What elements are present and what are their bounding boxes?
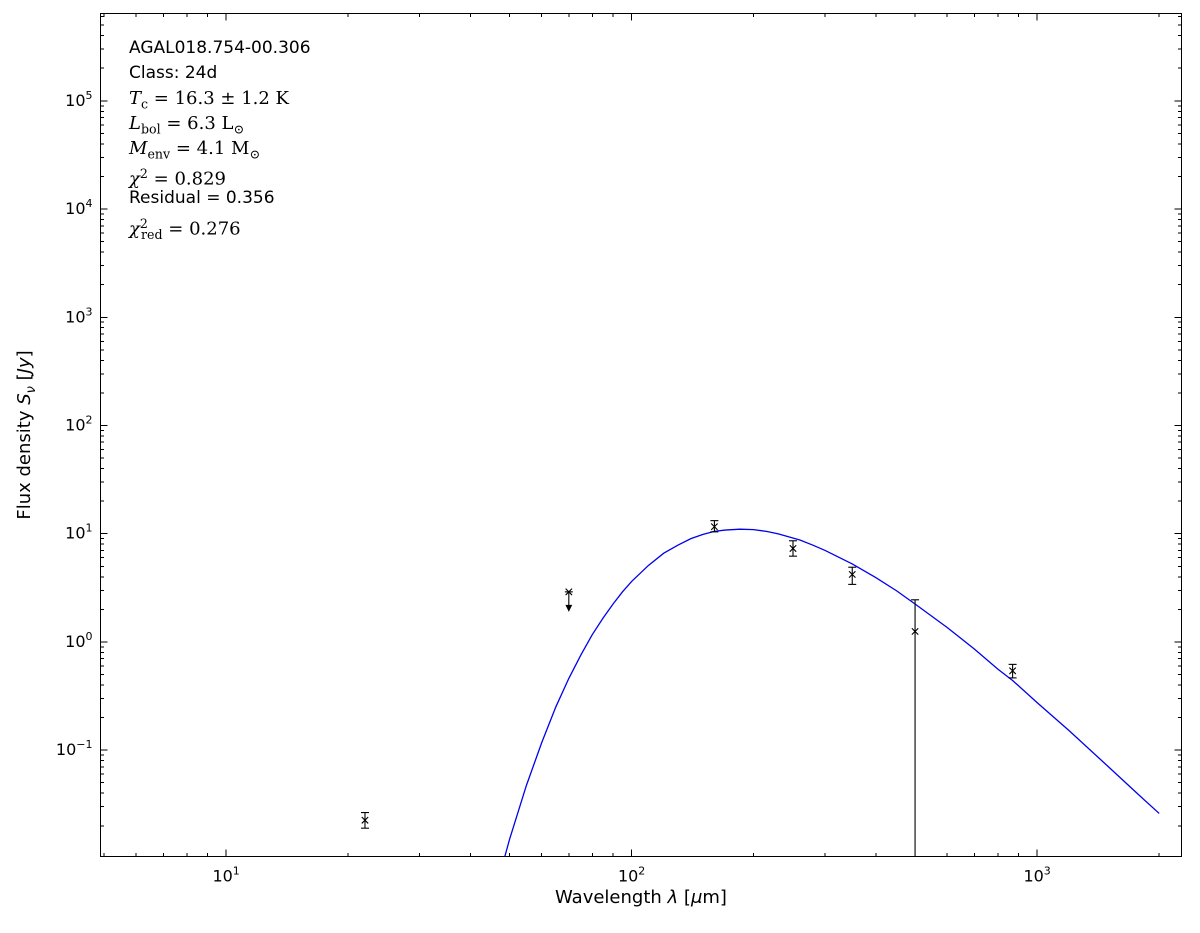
svg-text:104: 104 (65, 197, 92, 218)
chi-red-subscript: red (141, 226, 163, 242)
chi-squared-line: χ2 = 0.829 (129, 161, 311, 190)
svg-text:102: 102 (65, 413, 92, 434)
svg-text:10−1: 10−1 (56, 738, 93, 759)
envelope-mass-line: Menv = 4.1 M⊙ (129, 136, 311, 161)
axis-ticks (100, 13, 1182, 857)
chi-squared-reduced-line: χ2red = 0.276 (129, 211, 311, 242)
svg-text:101: 101 (65, 522, 92, 543)
mass-symbol: M (129, 138, 148, 159)
tick-labels: 101 102 103 10−1 100 101 102 103 104 105 (56, 89, 1051, 886)
chi-red-symbol: χ (129, 218, 140, 240)
x-axis-label: Wavelength λ [μm] (555, 887, 727, 908)
svg-text:103: 103 (1023, 865, 1050, 886)
source-name-text: AGAL018.754-00.306 (129, 38, 311, 58)
residual-text: Residual = 0.356 (129, 188, 275, 208)
data-point-250um (788, 540, 797, 557)
photometry-points (360, 520, 1017, 857)
temperature-symbol: T (129, 88, 142, 109)
fit-curve (504, 528, 1160, 857)
svg-text:101: 101 (212, 865, 239, 886)
residual-line: Residual = 0.356 (129, 186, 311, 211)
chi-red-value: = 0.276 (162, 218, 241, 240)
temperature-value: = 16.3 ± 1.2 K (148, 88, 290, 109)
dust-temperature-line: Tc = 16.3 ± 1.2 K (129, 86, 311, 111)
source-name: AGAL018.754-00.306 (129, 36, 311, 61)
data-point-870um (1008, 663, 1017, 679)
luminosity-symbol: L (129, 113, 141, 134)
mass-subscript: env (147, 146, 171, 162)
luminosity-value: = 6.3 L (160, 113, 234, 134)
class-text: Class: 24d (129, 63, 218, 83)
plot-frame (100, 13, 1182, 857)
svg-text:103: 103 (65, 305, 92, 326)
fit-parameters-annotation: AGAL018.754-00.306 Class: 24d Tc = 16.3 … (129, 36, 311, 242)
chi-exponent: 2 (139, 166, 148, 181)
data-point-500um (911, 599, 920, 857)
class-label: Class: 24d (129, 61, 311, 86)
luminosity-line: Lbol = 6.3 L⊙ (129, 111, 311, 136)
mass-value: = 4.1 M (170, 138, 250, 159)
svg-text:100: 100 (65, 630, 92, 651)
temperature-subscript: c (141, 96, 149, 112)
svg-text:102: 102 (618, 865, 645, 886)
data-point-350um (848, 566, 857, 585)
chi-squared-value: = 0.829 (147, 168, 226, 190)
y-axis-label: Flux density Sν [Jy] (14, 350, 39, 519)
chi-red-exponent: 2 (139, 216, 148, 231)
luminosity-subscript: bol (140, 121, 161, 137)
data-point-22um (360, 811, 369, 829)
solar-mass-subscript: ⊙ (249, 146, 260, 162)
data-point-70um (564, 588, 573, 612)
solar-luminosity-subscript: ⊙ (233, 121, 245, 137)
chi-symbol: χ (129, 168, 140, 190)
svg-text:105: 105 (65, 89, 92, 110)
data-point-160um (710, 520, 719, 533)
